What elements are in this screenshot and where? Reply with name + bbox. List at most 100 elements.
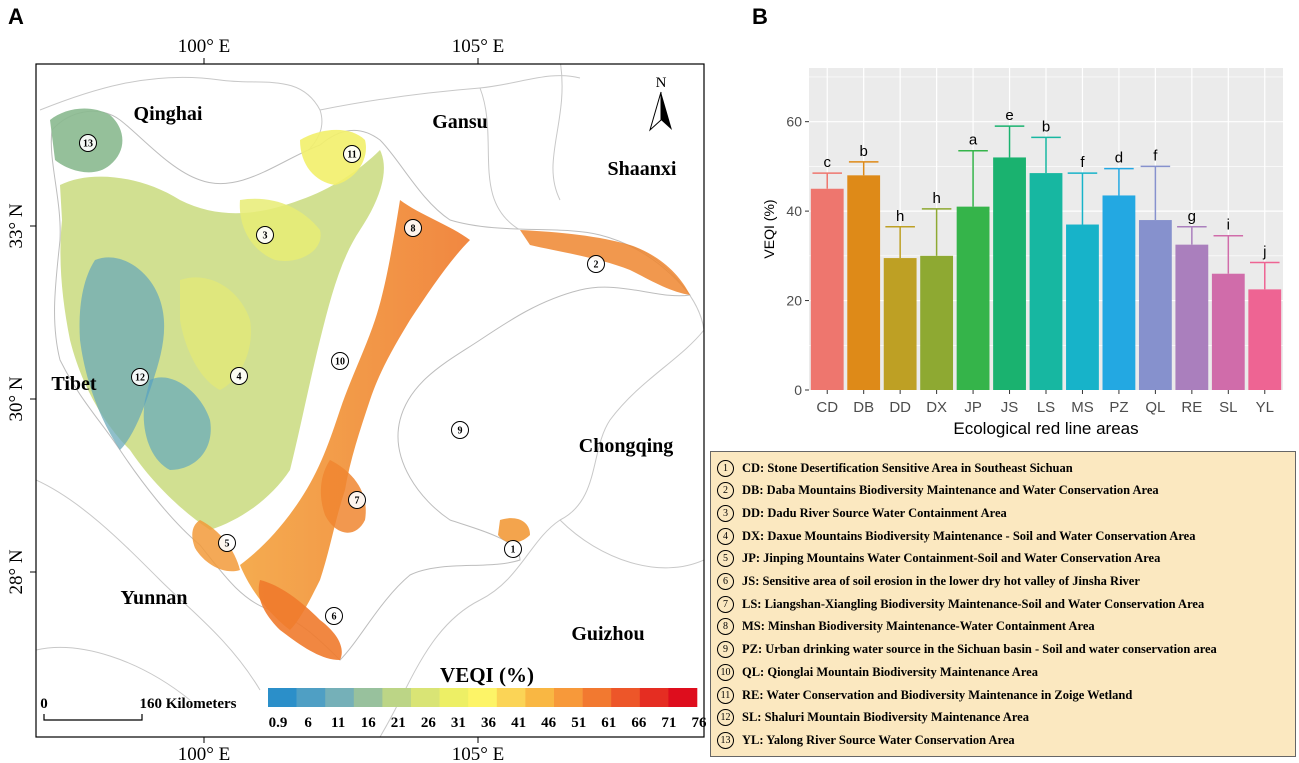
colorbar-segment	[468, 688, 498, 707]
colorbar-tick-label: 51	[571, 715, 586, 731]
legend-item-7: 7 LS: Liangshan-Xiangling Biodiversity Ma…	[711, 594, 1204, 614]
legend-item-text: DD: Dadu River Source Water Containment …	[742, 505, 1007, 520]
bar-DB	[847, 175, 881, 390]
bar-MS	[1066, 224, 1099, 390]
svg-text:11: 11	[347, 150, 356, 161]
area-marker-12: 12	[131, 368, 149, 386]
chart-x-label: Ecological red line areas	[953, 419, 1138, 438]
bar-RE	[1175, 244, 1209, 390]
chart-y-ticks: 0 20 40 60	[786, 114, 809, 398]
x-tick-label-YL: YL	[1256, 399, 1274, 416]
bar-PZ	[1102, 195, 1136, 390]
colorbar-tick-label: 11	[331, 715, 345, 731]
legend-item-9: 9 PZ: Urban drinking water source in the …	[711, 640, 1217, 660]
colorbar-segment	[611, 688, 641, 707]
colorbar-segment	[411, 688, 440, 707]
bar-JP	[956, 206, 990, 390]
legend-item-12: 12 SL: Shaluri Mountain Biodiversity Main…	[711, 708, 1029, 728]
veqi-bar-chart: c b h h a e b f d f g i j 0 20 40 60 CD DB DD DX JP JS LS MS PZ…	[761, 68, 1283, 438]
colorbar-tick-label: 26	[421, 715, 437, 731]
significance-letter-CD: c	[823, 154, 831, 171]
legend-item-number: 1	[717, 459, 734, 477]
area-marker-4: 4	[230, 367, 248, 385]
colorbar-segment	[268, 688, 297, 707]
colorbar-tick-label: 36	[481, 715, 497, 731]
legend-item-13: 13 YL: Yalong River Source Water Conserva…	[711, 730, 1015, 750]
colorbar-segment	[439, 688, 469, 707]
svg-text:3: 3	[263, 231, 268, 242]
svg-text:6: 6	[332, 612, 337, 623]
colorbar-title: VEQI (%)	[440, 663, 534, 687]
legend-item-1: 1 CD: Stone Desertification Sensitive Are…	[711, 458, 1073, 478]
legend-item-3: 3 DD: Dadu River Source Water Containment…	[711, 503, 1007, 523]
legend-item-number: 5	[717, 550, 734, 568]
area-marker-2: 2	[587, 255, 605, 273]
colorbar-segment	[353, 688, 383, 707]
area-marker-5: 5	[218, 534, 236, 552]
significance-letter-PZ: d	[1115, 150, 1123, 167]
colorbar-segment	[296, 688, 326, 707]
province-label-guizhou: Guizhou	[571, 623, 644, 645]
colorbar-segment	[554, 688, 583, 707]
colorbar-segment	[382, 688, 412, 707]
legend-item-text: JP: Jinping Mountains Water Containment-…	[742, 551, 1161, 566]
x-tick-label-PZ: PZ	[1109, 399, 1128, 416]
area-marker-10: 10	[331, 352, 349, 370]
significance-letter-DX: h	[932, 190, 940, 207]
significance-letter-MS: f	[1080, 154, 1085, 171]
legend-item-text: MS: Minshan Biodiversity Maintenance-Wat…	[742, 619, 1095, 634]
x-tick-label-DD: DD	[889, 399, 911, 416]
svg-text:5: 5	[225, 539, 230, 550]
x-tick-label-DB: DB	[853, 399, 874, 416]
legend-item-text: CD: Stone Desertification Sensitive Area…	[742, 460, 1073, 475]
panel-b-letter: B	[752, 4, 768, 29]
bar-JS	[993, 157, 1026, 390]
area-markers: 13 11 3 8 2 10 12 4 9 7 5 1 6	[79, 134, 605, 625]
legend-item-8: 8 MS: Minshan Biodiversity Maintenance-Wa…	[711, 617, 1095, 637]
svg-text:9: 9	[458, 426, 463, 437]
significance-letter-JP: a	[969, 132, 978, 149]
legend-item-11: 11 RE: Water Conservation and Biodiversit…	[711, 685, 1132, 705]
province-label-qinghai: Qinghai	[134, 103, 203, 125]
bar-CD	[810, 188, 844, 390]
top-axis-label-100e: 100° E	[178, 36, 230, 57]
top-axis-label-105e: 105° E	[452, 36, 504, 57]
legend-item-text: LS: Liangshan-Xiangling Biodiversity Mai…	[742, 596, 1205, 611]
svg-text:2: 2	[594, 260, 599, 271]
bottom-axis-label-105e: 105° E	[452, 744, 504, 763]
colorbar-segment	[525, 688, 555, 707]
legend-item-number: 11	[717, 686, 734, 704]
bar-LS	[1029, 173, 1063, 390]
colorbar-tick-label: 46	[541, 715, 557, 731]
legend-item-number: 8	[717, 618, 734, 636]
colorbar-segment	[639, 688, 669, 707]
area-marker-11: 11	[343, 145, 361, 163]
colorbar-tick-label: 61	[601, 715, 616, 731]
province-label-yunnan: Yunnan	[120, 587, 187, 609]
significance-letter-RE: g	[1188, 208, 1196, 225]
significance-letter-YL: j	[1262, 244, 1266, 261]
svg-text:12: 12	[135, 373, 145, 384]
bar-YL	[1248, 289, 1282, 390]
significance-letter-DD: h	[896, 208, 904, 225]
province-label-tibet: Tibet	[51, 373, 97, 395]
area-marker-7: 7	[348, 491, 366, 509]
legend-item-text: DX: Daxue Mountains Biodiversity Mainten…	[742, 528, 1196, 543]
legend-item-10: 10 QL: Qionglai Mountain Biodiversity Mai…	[711, 662, 1038, 682]
y-tick-label: 40	[786, 203, 802, 219]
colorbar-segment	[496, 688, 526, 707]
province-label-gansu: Gansu	[432, 111, 488, 133]
significance-letter-DB: b	[860, 143, 868, 160]
bottom-axis-label-100e: 100° E	[178, 744, 230, 763]
significance-letter-SL: i	[1227, 217, 1230, 234]
colorbar-tick-label: 6	[304, 715, 312, 731]
area-marker-3: 3	[256, 226, 274, 244]
colorbar-segment	[668, 688, 698, 707]
legend-item-4: 4 DX: Daxue Mountains Biodiversity Mainte…	[711, 526, 1195, 546]
legend-item-number: 4	[717, 527, 734, 545]
panel-a-letter: A	[8, 4, 24, 29]
colorbar-tick-label: 21	[391, 715, 406, 731]
svg-text:160 Kilometers: 160 Kilometers	[139, 696, 236, 712]
x-tick-label-MS: MS	[1071, 399, 1094, 416]
bar-DX	[920, 255, 954, 390]
